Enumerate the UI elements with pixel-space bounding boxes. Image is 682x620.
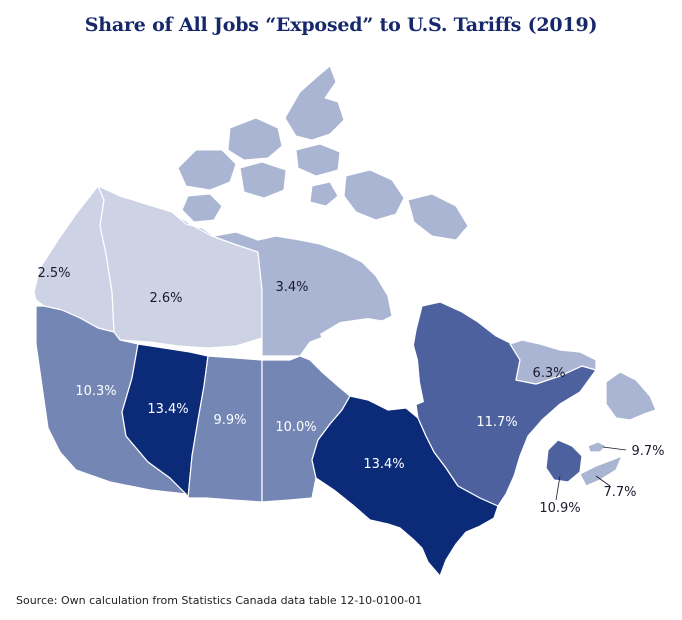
region-nova-scotia[interactable] xyxy=(579,455,623,487)
label-yukon: 2.5% xyxy=(37,266,70,281)
label-manitoba: 10.0% xyxy=(275,420,316,435)
arctic-islands xyxy=(177,65,469,241)
hudson-bay xyxy=(320,318,424,406)
region-prince-edward-island[interactable] xyxy=(587,441,607,453)
label-nunavut: 3.4% xyxy=(275,280,308,295)
label-ontario: 13.4% xyxy=(363,457,404,472)
leader-line-pei xyxy=(602,446,627,451)
map-title: Share of All Jobs “Exposed” to U.S. Tari… xyxy=(84,14,598,36)
province-shapes xyxy=(33,185,657,577)
label-saskatchewan: 9.9% xyxy=(213,413,246,428)
region-newfoundland-island[interactable] xyxy=(605,371,657,421)
region-newfoundland-labrador[interactable] xyxy=(509,339,597,385)
region-new-brunswick[interactable] xyxy=(545,439,583,483)
label-british-columbia: 10.3% xyxy=(75,384,116,399)
value-labels: 2.5% 2.6% 3.4% 10.3% 13.4% 9.9% 10.0% 13… xyxy=(37,266,664,516)
label-alberta: 13.4% xyxy=(147,402,188,417)
label-new-brunswick: 10.9% xyxy=(539,501,580,516)
leader-line-new-brunswick xyxy=(555,475,561,501)
source-note: Source: Own calculation from Statistics … xyxy=(16,594,423,607)
label-quebec: 11.7% xyxy=(476,415,517,430)
label-nova-scotia: 7.7% xyxy=(603,485,636,500)
region-nunavut[interactable] xyxy=(171,211,393,357)
region-northwest-territories[interactable] xyxy=(97,185,263,349)
label-northwest-territories: 2.6% xyxy=(149,291,182,306)
leader-line-nova-scotia xyxy=(595,475,611,487)
label-newfoundland-labrador: 6.3% xyxy=(532,366,565,381)
label-prince-edward-island: 9.7% xyxy=(631,444,664,459)
